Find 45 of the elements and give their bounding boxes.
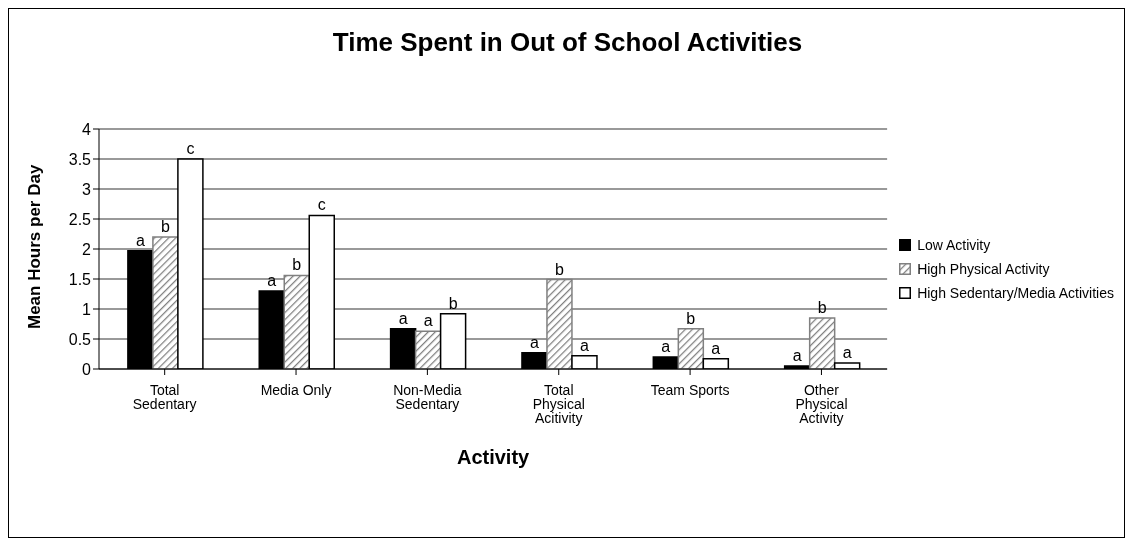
data-label: a <box>661 338 671 355</box>
y-tick-label: 3.5 <box>68 150 92 168</box>
y-axis-title: Mean Hours per Day <box>25 164 45 329</box>
x-tick-label: Non-Media Sedentary <box>393 381 462 412</box>
legend-label: Low Activity <box>917 237 991 253</box>
x-tick-label: Media Only <box>260 381 332 398</box>
y-tick-label: 1.5 <box>68 270 92 288</box>
x-tick-label: Total Physical Acitivity <box>532 381 585 426</box>
y-tick-label: 2 <box>82 240 92 258</box>
data-label: a <box>711 339 721 357</box>
data-label: b <box>292 256 302 274</box>
data-label: a <box>842 344 852 361</box>
data-label: a <box>423 312 433 330</box>
x-tick-label: Other Physical Activity <box>795 381 848 426</box>
y-tick-label: 3 <box>82 180 92 198</box>
bar <box>677 328 705 369</box>
data-label: b <box>160 218 170 235</box>
data-label: a <box>792 347 802 364</box>
x-tick-label: Total Sedentary <box>132 381 197 412</box>
bar <box>546 278 573 369</box>
y-tick-label: 2.5 <box>68 210 92 228</box>
data-label: a <box>267 272 277 289</box>
x-tick-label: Team Sports <box>650 381 730 398</box>
data-label: b <box>555 260 565 278</box>
y-tick-label: 1 <box>82 300 92 318</box>
bar <box>808 317 836 369</box>
bar <box>152 236 179 369</box>
legend-label: High Sedentary/Media Activities <box>917 285 1114 301</box>
data-label: b <box>817 299 827 316</box>
data-label: a <box>398 309 408 327</box>
bar <box>283 274 310 369</box>
data-label: c <box>186 140 195 157</box>
x-axis-title: Activity <box>456 446 531 468</box>
data-label: b <box>686 309 696 327</box>
data-label: b <box>448 294 458 312</box>
data-label: a <box>580 336 590 354</box>
chart-title: Time Spent in Out of School Activities <box>331 27 804 58</box>
data-label: a <box>530 333 540 351</box>
legend-label: High Physical Activity <box>917 261 1050 277</box>
y-tick-label: 0.5 <box>68 330 92 348</box>
bar <box>414 330 442 369</box>
y-tick-label: 4 <box>82 120 92 138</box>
data-label: a <box>135 231 145 249</box>
data-label: c <box>317 196 326 214</box>
y-tick-label: 0 <box>82 360 92 378</box>
